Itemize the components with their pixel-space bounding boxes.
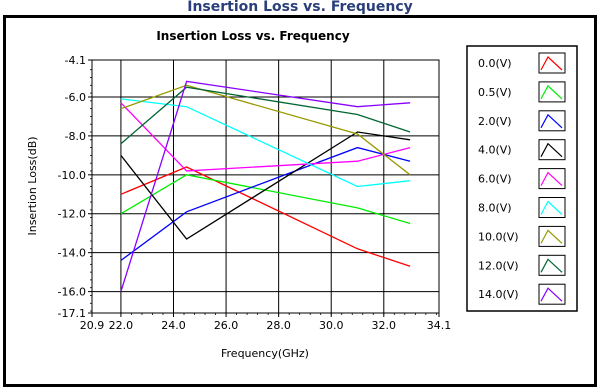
legend-swatch-line — [540, 258, 563, 273]
legend-swatch-line — [540, 287, 563, 302]
y-tick-label: -10.0 — [58, 169, 86, 182]
legend-label: 6.0(V) — [478, 173, 512, 186]
series-line — [120, 80, 411, 292]
legend-swatch-line — [540, 113, 563, 129]
x-tick-label: 30.0 — [319, 319, 344, 332]
series-line — [120, 84, 411, 176]
plot-area — [91, 59, 440, 314]
series-line — [120, 86, 411, 145]
legend-label: 12.0(V) — [478, 259, 519, 272]
legend-label: 4.0(V) — [478, 144, 512, 157]
y-tick-label: -16.0 — [58, 286, 86, 299]
page-caption: Insertion Loss vs. Frequency — [187, 0, 413, 14]
legend-swatch-box — [538, 110, 566, 132]
x-tick-label: 32.0 — [372, 319, 397, 332]
y-tick-label: -4.1 — [65, 54, 86, 67]
legend-swatch-line — [540, 200, 563, 215]
legend-swatch-box — [538, 225, 566, 247]
x-tick-label: 22.0 — [109, 319, 134, 332]
x-tick-label: 28.0 — [266, 319, 291, 332]
legend-label: 0.5(V) — [478, 86, 512, 99]
legend-swatch-box — [538, 197, 566, 218]
legend-swatch-line — [540, 229, 563, 244]
legend-swatch-line — [540, 142, 563, 158]
series-line — [120, 166, 411, 267]
series-line — [120, 131, 411, 240]
chart-title: Insertion Loss vs. Frequency — [156, 29, 349, 43]
legend-swatch-line — [540, 56, 563, 71]
legend-swatch-box — [538, 283, 566, 305]
legend-swatch-box — [538, 81, 566, 103]
y-tick-label: -14.0 — [58, 247, 86, 260]
legend: 0.0(V) 0.5(V) 2.0(V) 4.0(V) 6.0(V) 8.0(V) 10.0… — [478, 52, 566, 305]
axis-ticks: 20.9 22.0 24.0 26.0 28.0 30.0 32.0 34.1 -4.1 -6.0… — [58, 54, 452, 332]
y-axis-label: Insertion Loss(dB) — [26, 136, 39, 235]
series-line — [120, 174, 411, 225]
series-lines — [120, 80, 411, 292]
x-tick-label: 26.0 — [214, 319, 239, 332]
legend-label: 2.0(V) — [478, 115, 512, 128]
legend-swatch-box — [538, 254, 566, 276]
x-tick-label: 20.9 — [80, 319, 105, 332]
legend-swatch-line — [540, 84, 563, 100]
x-tick-label: 24.0 — [161, 319, 186, 332]
legend-swatch-box — [538, 168, 566, 190]
legend-swatch-box — [538, 139, 566, 161]
x-tick-label: 34.1 — [427, 319, 452, 332]
legend-label: 0.0(V) — [478, 57, 512, 70]
y-tick-label: -8.0 — [65, 130, 86, 143]
y-tick-label: -12.0 — [58, 208, 86, 221]
legend-label: 10.0(V) — [478, 230, 519, 243]
series-line — [120, 98, 411, 188]
legend-label: 8.0(V) — [478, 202, 512, 215]
x-axis-label: Frequency(GHz) — [221, 347, 309, 360]
y-tick-label: -17.1 — [58, 307, 86, 320]
y-tick-label: -6.0 — [65, 91, 86, 104]
legend-swatch-line — [540, 171, 563, 187]
legend-label: 14.0(V) — [478, 288, 519, 301]
legend-swatch-box — [538, 52, 566, 74]
